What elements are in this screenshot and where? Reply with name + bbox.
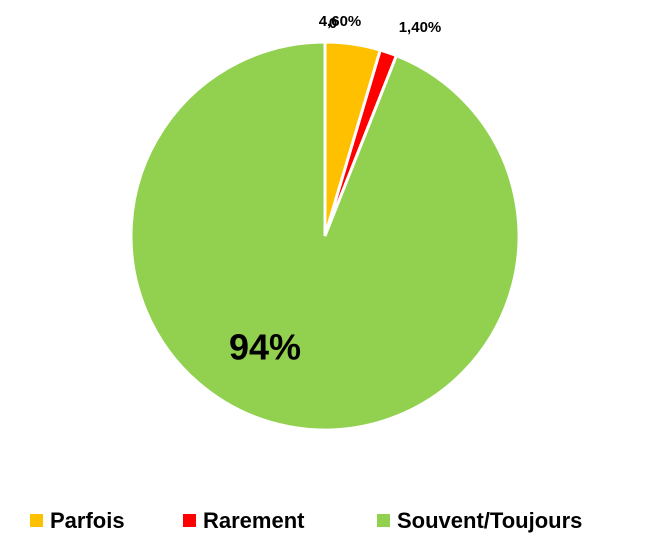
legend-label: Souvent/Toujours (397, 508, 582, 533)
legend-swatch (30, 514, 43, 527)
data-label: 94% (229, 327, 301, 368)
legend-swatch (183, 514, 196, 527)
annotation: 0 (329, 15, 337, 32)
pie-slice (129, 40, 521, 432)
legend-swatch (377, 514, 390, 527)
legend-label: Rarement (203, 508, 305, 533)
data-label: 4,60% (319, 13, 362, 30)
legend-label: Parfois (50, 508, 125, 533)
data-label: 1,40% (399, 19, 442, 36)
